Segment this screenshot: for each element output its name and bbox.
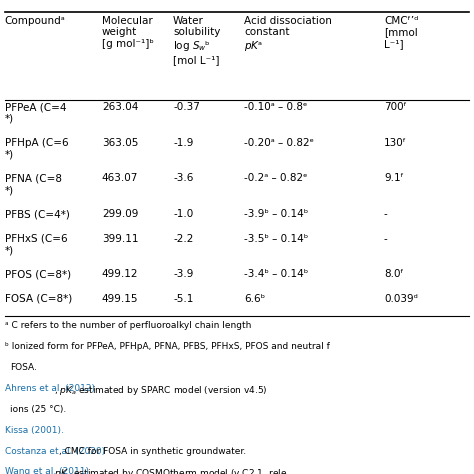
Text: -3.5ᵇ – 0.14ᵇ: -3.5ᵇ – 0.14ᵇ	[244, 234, 309, 244]
Text: Compoundᵃ: Compoundᵃ	[5, 16, 65, 26]
Text: 499.15: 499.15	[102, 294, 138, 304]
Text: ᵇ Ionized form for PFPeA, PFHpA, PFNA, PFBS, PFHxS, PFOS and neutral f: ᵇ Ionized form for PFPeA, PFHpA, PFNA, P…	[5, 342, 329, 351]
Text: -0.37: -0.37	[173, 102, 200, 112]
Text: Molecular
weight
[g mol⁻¹]ᵇ: Molecular weight [g mol⁻¹]ᵇ	[102, 16, 154, 49]
Text: PFPeA (C=4
*): PFPeA (C=4 *)	[5, 102, 66, 124]
Text: FOSA.: FOSA.	[10, 363, 37, 372]
Text: -3.6: -3.6	[173, 173, 193, 183]
Text: -: -	[384, 234, 388, 244]
Text: PFHpA (C=6
*): PFHpA (C=6 *)	[5, 138, 68, 160]
Text: PFOS (C=8*): PFOS (C=8*)	[5, 269, 71, 279]
Text: ions (25 °C).: ions (25 °C).	[10, 405, 67, 414]
Text: , CMC for FOSA in synthetic groundwater.: , CMC for FOSA in synthetic groundwater.	[59, 447, 246, 456]
Text: 0.039ᵈ: 0.039ᵈ	[384, 294, 418, 304]
Text: -2.2: -2.2	[173, 234, 193, 244]
Text: 6.6ᵇ: 6.6ᵇ	[244, 294, 265, 304]
Text: Acid dissociation
constant
$pK$ᵃ: Acid dissociation constant $pK$ᵃ	[244, 16, 332, 53]
Text: PFBS (C=4*): PFBS (C=4*)	[5, 209, 70, 219]
Text: PFHxS (C=6
*): PFHxS (C=6 *)	[5, 234, 67, 255]
Text: Costanza et al. (2020): Costanza et al. (2020)	[5, 447, 105, 456]
Text: 700ᶠ: 700ᶠ	[384, 102, 407, 112]
Text: 9.1ᶠ: 9.1ᶠ	[384, 173, 404, 183]
Text: 299.09: 299.09	[102, 209, 138, 219]
Text: , $pK_a$ estimated by COSMOtherm model (v.C2.1, rele: , $pK_a$ estimated by COSMOtherm model (…	[49, 467, 287, 474]
Text: 130ᶠ: 130ᶠ	[384, 138, 407, 148]
Text: CMCᶠ’ᵈ
[mmol
L⁻¹]: CMCᶠ’ᵈ [mmol L⁻¹]	[384, 16, 419, 49]
Text: -0.20ᵃ – 0.82ᵉ: -0.20ᵃ – 0.82ᵉ	[244, 138, 314, 148]
Text: -3.4ᵇ – 0.14ᵇ: -3.4ᵇ – 0.14ᵇ	[244, 269, 309, 279]
Text: 363.05: 363.05	[102, 138, 138, 148]
Text: ᵃ C refers to the number of perfluoroalkyl chain length: ᵃ C refers to the number of perfluoroalk…	[5, 321, 251, 330]
Text: -5.1: -5.1	[173, 294, 193, 304]
Text: -3.9ᵇ – 0.14ᵇ: -3.9ᵇ – 0.14ᵇ	[244, 209, 309, 219]
Text: , $pK_a$ estimated by SPARC model (version v4.5): , $pK_a$ estimated by SPARC model (versi…	[54, 384, 268, 397]
Text: -1.9: -1.9	[173, 138, 193, 148]
Text: Kissa (2001).: Kissa (2001).	[5, 426, 64, 435]
Text: Water
solubility
log $S_w$ᵇ
[mol L⁻¹]: Water solubility log $S_w$ᵇ [mol L⁻¹]	[173, 16, 220, 65]
Text: 399.11: 399.11	[102, 234, 138, 244]
Text: -1.0: -1.0	[173, 209, 193, 219]
Text: -3.9: -3.9	[173, 269, 193, 279]
Text: 499.12: 499.12	[102, 269, 138, 279]
Text: PFNA (C=8
*): PFNA (C=8 *)	[5, 173, 62, 195]
Text: 463.07: 463.07	[102, 173, 138, 183]
Text: Wang et al. (2011): Wang et al. (2011)	[5, 467, 89, 474]
Text: Ahrens et al. (2012): Ahrens et al. (2012)	[5, 384, 95, 393]
Text: FOSA (C=8*): FOSA (C=8*)	[5, 294, 72, 304]
Text: -0.2ᵃ – 0.82ᵉ: -0.2ᵃ – 0.82ᵉ	[244, 173, 308, 183]
Text: -0.10ᵃ – 0.8ᵉ: -0.10ᵃ – 0.8ᵉ	[244, 102, 308, 112]
Text: 8.0ᶠ: 8.0ᶠ	[384, 269, 403, 279]
Text: 263.04: 263.04	[102, 102, 138, 112]
Text: -: -	[384, 209, 388, 219]
